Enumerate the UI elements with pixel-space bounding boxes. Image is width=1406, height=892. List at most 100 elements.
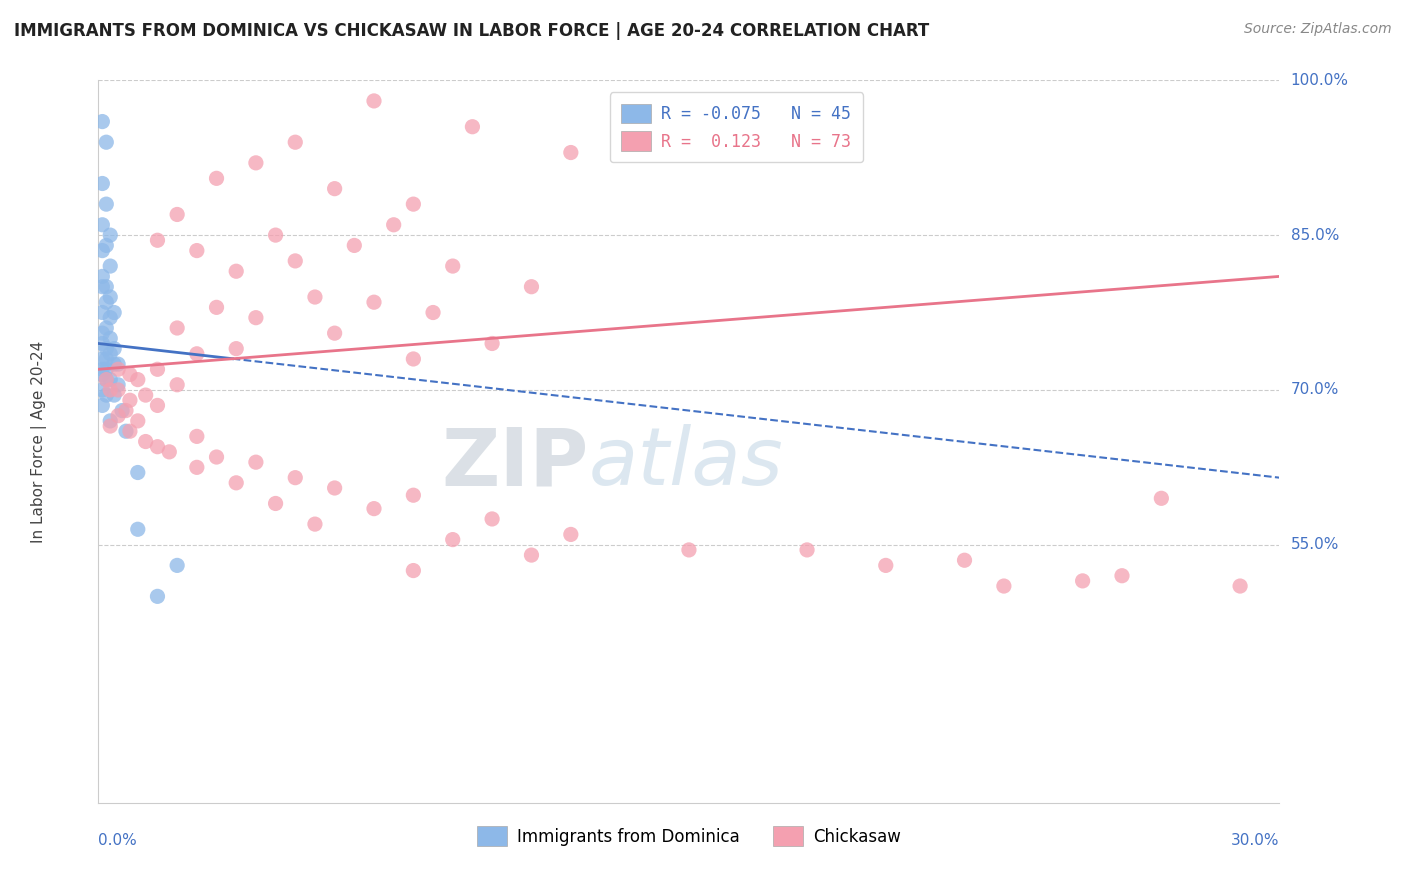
Point xyxy=(98,373,121,387)
Point xyxy=(363,295,385,310)
Point xyxy=(115,403,138,417)
Point xyxy=(363,501,385,516)
Point xyxy=(323,481,346,495)
Point xyxy=(186,244,208,258)
Point xyxy=(245,310,267,325)
Point xyxy=(118,424,141,438)
Point xyxy=(323,181,346,195)
Point xyxy=(91,269,114,284)
Point xyxy=(98,310,121,325)
Point xyxy=(186,460,208,475)
Point xyxy=(186,429,208,443)
Text: atlas: atlas xyxy=(589,425,783,502)
Point xyxy=(146,440,169,454)
Point xyxy=(98,259,121,273)
Point xyxy=(115,424,138,438)
Point xyxy=(264,228,287,243)
Point xyxy=(461,120,484,134)
Text: 55.0%: 55.0% xyxy=(1291,537,1339,552)
Point xyxy=(284,135,307,149)
Point xyxy=(96,279,118,293)
Point xyxy=(166,321,188,335)
Point xyxy=(245,156,267,170)
Point xyxy=(98,228,121,243)
Point xyxy=(1111,568,1133,582)
Point xyxy=(402,564,425,578)
Point xyxy=(225,264,247,278)
Point xyxy=(166,558,188,573)
Point xyxy=(1229,579,1251,593)
Point xyxy=(560,145,582,160)
Text: IMMIGRANTS FROM DOMINICA VS CHICKASAW IN LABOR FORCE | AGE 20-24 CORRELATION CHA: IMMIGRANTS FROM DOMINICA VS CHICKASAW IN… xyxy=(14,22,929,40)
Point xyxy=(264,496,287,510)
Point xyxy=(107,357,129,371)
Point xyxy=(146,362,169,376)
Point xyxy=(127,414,149,428)
Point xyxy=(225,475,247,490)
Point xyxy=(91,177,114,191)
Point xyxy=(103,388,125,402)
Point xyxy=(304,517,326,532)
Point xyxy=(91,326,114,340)
Text: 70.0%: 70.0% xyxy=(1291,383,1339,398)
Text: 0.0%: 0.0% xyxy=(98,833,138,848)
Point xyxy=(98,383,121,397)
Point xyxy=(103,357,125,371)
Point xyxy=(107,362,129,376)
Point xyxy=(107,383,129,397)
Point xyxy=(96,388,118,402)
Point xyxy=(875,558,897,573)
Point xyxy=(96,135,118,149)
Point xyxy=(205,171,228,186)
Point xyxy=(96,373,118,387)
Point xyxy=(343,238,366,252)
Point xyxy=(166,377,188,392)
Point xyxy=(135,388,157,402)
Point xyxy=(91,305,114,319)
Point xyxy=(284,253,307,268)
Point xyxy=(796,542,818,557)
Point xyxy=(91,218,114,232)
Point xyxy=(127,522,149,536)
Point xyxy=(402,351,425,366)
Point xyxy=(96,197,118,211)
Point xyxy=(111,403,134,417)
Point xyxy=(91,383,114,397)
Point xyxy=(107,377,129,392)
Text: ZIP: ZIP xyxy=(441,425,589,502)
Point xyxy=(118,393,141,408)
Point xyxy=(127,466,149,480)
Point xyxy=(441,259,464,273)
Point xyxy=(91,368,114,382)
Point xyxy=(103,342,125,356)
Point xyxy=(91,362,114,376)
Point xyxy=(382,218,405,232)
Point xyxy=(96,295,118,310)
Point xyxy=(157,445,180,459)
Point xyxy=(96,238,118,252)
Point xyxy=(96,351,118,366)
Point xyxy=(146,590,169,604)
Point xyxy=(146,398,169,412)
Point xyxy=(91,398,114,412)
Point xyxy=(245,455,267,469)
Point xyxy=(98,414,121,428)
Point xyxy=(91,114,114,128)
Point xyxy=(107,409,129,423)
Point xyxy=(96,321,118,335)
Point xyxy=(402,197,425,211)
Point xyxy=(103,305,125,319)
Point xyxy=(363,94,385,108)
Point xyxy=(205,301,228,315)
Text: In Labor Force | Age 20-24: In Labor Force | Age 20-24 xyxy=(31,341,48,542)
Point xyxy=(284,470,307,484)
Point xyxy=(441,533,464,547)
Point xyxy=(98,331,121,345)
Point xyxy=(678,542,700,557)
Text: 100.0%: 100.0% xyxy=(1291,73,1348,87)
Point xyxy=(98,290,121,304)
Point xyxy=(186,347,208,361)
Point xyxy=(520,548,543,562)
Point xyxy=(993,579,1015,593)
Point xyxy=(205,450,228,464)
